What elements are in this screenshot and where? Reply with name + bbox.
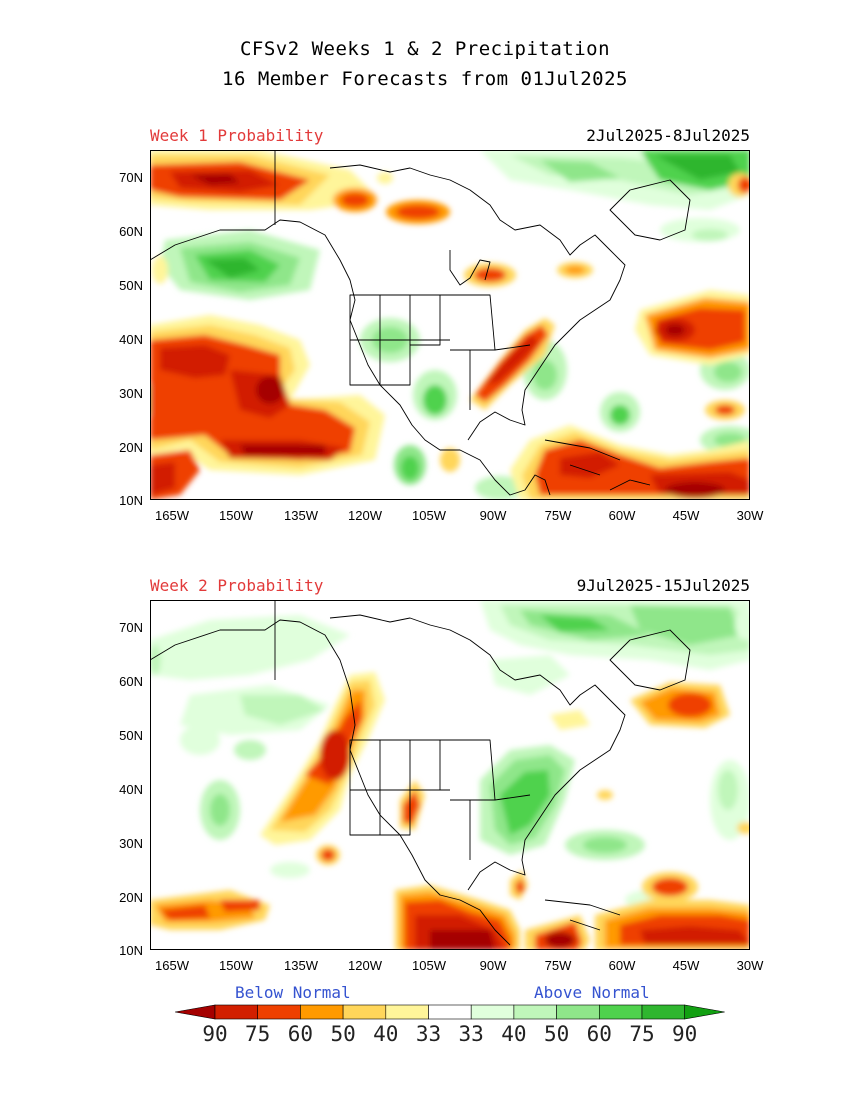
- legend-arrow-right: [684, 1004, 725, 1020]
- week1-lat-50N: 50N: [119, 278, 143, 293]
- legend-cell: [342, 1004, 387, 1020]
- legend-cell: [641, 1004, 686, 1020]
- week2-lon-165W: 165W: [155, 958, 189, 973]
- week2-map-frame: [150, 600, 750, 950]
- week2-panel-label: Week 2 Probability: [150, 576, 324, 595]
- chart-title-line-2: 16 Member Forecasts from 01Jul2025: [222, 68, 628, 90]
- week2-date-range: 9Jul2025-15Jul2025: [576, 576, 750, 595]
- legend-value: 60: [287, 1022, 314, 1046]
- week2-lon-45W: 45W: [672, 958, 700, 973]
- week2-lat-60N: 60N: [119, 674, 143, 689]
- legend-cell: [257, 1004, 301, 1020]
- week1-panel-label: Week 1 Probability: [150, 126, 324, 145]
- week1-lon-120W: 120W: [348, 508, 382, 523]
- legend-cell: [385, 1004, 429, 1020]
- week2-lon-135W: 135W: [284, 958, 318, 973]
- week1-lat-60N: 60N: [119, 224, 143, 239]
- week1-lon-135W: 135W: [284, 508, 318, 523]
- week1-lat-40N: 40N: [119, 332, 143, 347]
- week2-lat-70N: 70N: [119, 620, 143, 635]
- legend-arrow-left: [175, 1004, 216, 1020]
- week2-lat-30N: 30N: [119, 836, 143, 851]
- legend-cell: [598, 1004, 643, 1020]
- week1-lon-75W: 75W: [544, 508, 572, 523]
- week2-lon-30W: 30W: [736, 958, 764, 973]
- legend-value: 90: [672, 1022, 698, 1046]
- legend-cell: [513, 1004, 557, 1020]
- legend-cell: [214, 1004, 259, 1020]
- legend-value: 50: [543, 1022, 570, 1046]
- legend-cell: [428, 1004, 472, 1020]
- legend-cell: [300, 1004, 344, 1020]
- legend-below-normal-label: Below Normal: [235, 983, 351, 1002]
- week1-lat-20N: 20N: [119, 440, 143, 455]
- legend-cell: [556, 1004, 600, 1020]
- week1-lon-105W: 105W: [412, 508, 446, 523]
- week1-lon-90W: 90W: [479, 508, 507, 523]
- legend-value: 40: [373, 1022, 399, 1046]
- week2-lon-90W: 90W: [479, 958, 507, 973]
- legend-value: 33: [415, 1022, 442, 1046]
- legend-value: 60: [586, 1022, 612, 1046]
- legend-value: 33: [458, 1022, 484, 1046]
- week1-lat-10N: 10N: [119, 493, 143, 508]
- legend-value: 50: [330, 1022, 356, 1046]
- week2-lon-105W: 105W: [412, 958, 446, 973]
- week1-lat-70N: 70N: [119, 170, 143, 185]
- legend-value: 90: [202, 1022, 228, 1046]
- week1-lon-150W: 150W: [219, 508, 253, 523]
- week1-lat-30N: 30N: [119, 386, 143, 401]
- week2-lat-20N: 20N: [119, 890, 143, 905]
- week2-lat-40N: 40N: [119, 782, 143, 797]
- week1-lon-165W: 165W: [155, 508, 189, 523]
- week1-probability-map: [150, 150, 750, 500]
- week1-lon-45W: 45W: [672, 508, 700, 523]
- week1-map-frame: [150, 150, 750, 500]
- chart-title-line-1: CFSv2 Weeks 1 & 2 Precipitation: [239, 38, 611, 60]
- week2-lat-50N: 50N: [119, 728, 143, 743]
- week1-lon-30W: 30W: [736, 508, 764, 523]
- week2-lon-75W: 75W: [544, 958, 572, 973]
- week2-probability-map: [150, 600, 750, 950]
- legend-value: 75: [629, 1022, 655, 1046]
- week1-lon-60W: 60W: [608, 508, 636, 523]
- legend-colorbar: [175, 1004, 725, 1020]
- week2-lon-120W: 120W: [348, 958, 382, 973]
- legend-value: 40: [501, 1022, 527, 1046]
- week2-lon-150W: 150W: [219, 958, 253, 973]
- legend-above-normal-label: Above Normal: [534, 983, 650, 1002]
- legend-value: 75: [245, 1022, 271, 1046]
- legend-cell: [470, 1004, 515, 1020]
- week2-lon-60W: 60W: [608, 958, 636, 973]
- week2-lat-10N: 10N: [119, 943, 143, 958]
- week1-date-range: 2Jul2025-8Jul2025: [586, 126, 750, 145]
